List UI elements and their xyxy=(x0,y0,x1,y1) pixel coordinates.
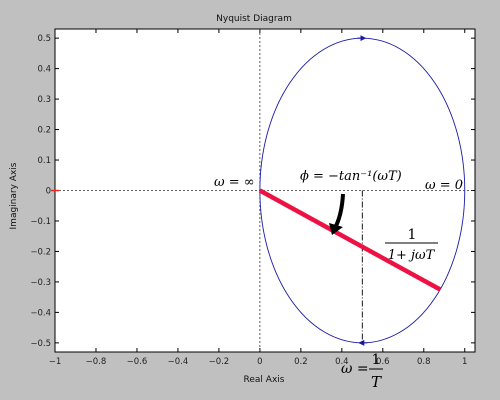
phase-angle-label: ϕ = −tan⁻¹(ωT) xyxy=(300,169,402,184)
omega-corner-numerator: 1 xyxy=(372,352,381,368)
y-tick-label: 0.2 xyxy=(37,126,51,136)
plot-content xyxy=(51,29,475,352)
x-tick-label: 0.8 xyxy=(417,357,431,367)
x-axis-label: Real Axis xyxy=(244,375,285,385)
magnitude-fraction: 1 1+ jωT xyxy=(385,227,438,263)
y-tick-label: 0.3 xyxy=(37,95,51,105)
x-tick-label: −0.6 xyxy=(127,357,148,367)
x-tick-label: 0.6 xyxy=(376,357,390,367)
y-ticks: 0.5 0.4 0.3 0.2 0.1 0 −0.1 −0.2 −0.3 −0.4 −0.5 xyxy=(30,34,475,349)
omega-corner-label: ω = xyxy=(341,361,369,377)
omega-zero-label: ω = 0 xyxy=(425,178,463,193)
y-axis-label: Imaginary Axis xyxy=(9,162,19,229)
y-tick-label: 0.1 xyxy=(37,156,51,166)
phasor-vector xyxy=(258,188,442,292)
x-tick-label: −0.8 xyxy=(86,357,107,367)
x-tick-label: −1 xyxy=(49,357,62,367)
magnitude-numerator: 1 xyxy=(408,227,417,243)
x-tick-label: 0.2 xyxy=(294,357,308,367)
y-tick-label: −0.5 xyxy=(30,339,51,349)
x-ticks: −1 −0.8 −0.6 −0.4 −0.2 0 0.2 0.4 0.6 0.8 1 xyxy=(49,29,467,367)
chart-title: Nyquist Diagram xyxy=(216,14,292,24)
y-tick-label: −0.3 xyxy=(30,278,51,288)
y-tick-label: −0.1 xyxy=(30,217,51,227)
x-tick-label: −0.2 xyxy=(209,357,230,367)
y-tick-label: 0.4 xyxy=(37,65,51,75)
y-tick-label: −0.4 xyxy=(30,308,51,318)
phase-arrow-head xyxy=(329,223,343,235)
x-tick-label: 0.4 xyxy=(335,357,349,367)
y-tick-label: 0.5 xyxy=(37,34,51,44)
omega-corner-denominator: T xyxy=(371,373,382,391)
omega-corner-fraction: ω = 1 T xyxy=(341,352,383,391)
x-tick-label: 1 xyxy=(462,357,467,367)
phase-arrow xyxy=(334,193,345,227)
y-tick-label: 0 xyxy=(46,187,51,197)
x-tick-label: −0.4 xyxy=(168,357,189,367)
x-tick-label: 0 xyxy=(257,357,262,367)
omega-infinity-label: ω = ∞ xyxy=(214,175,255,190)
y-tick-label: −0.2 xyxy=(30,247,51,257)
magnitude-denominator: 1+ jωT xyxy=(388,248,436,263)
